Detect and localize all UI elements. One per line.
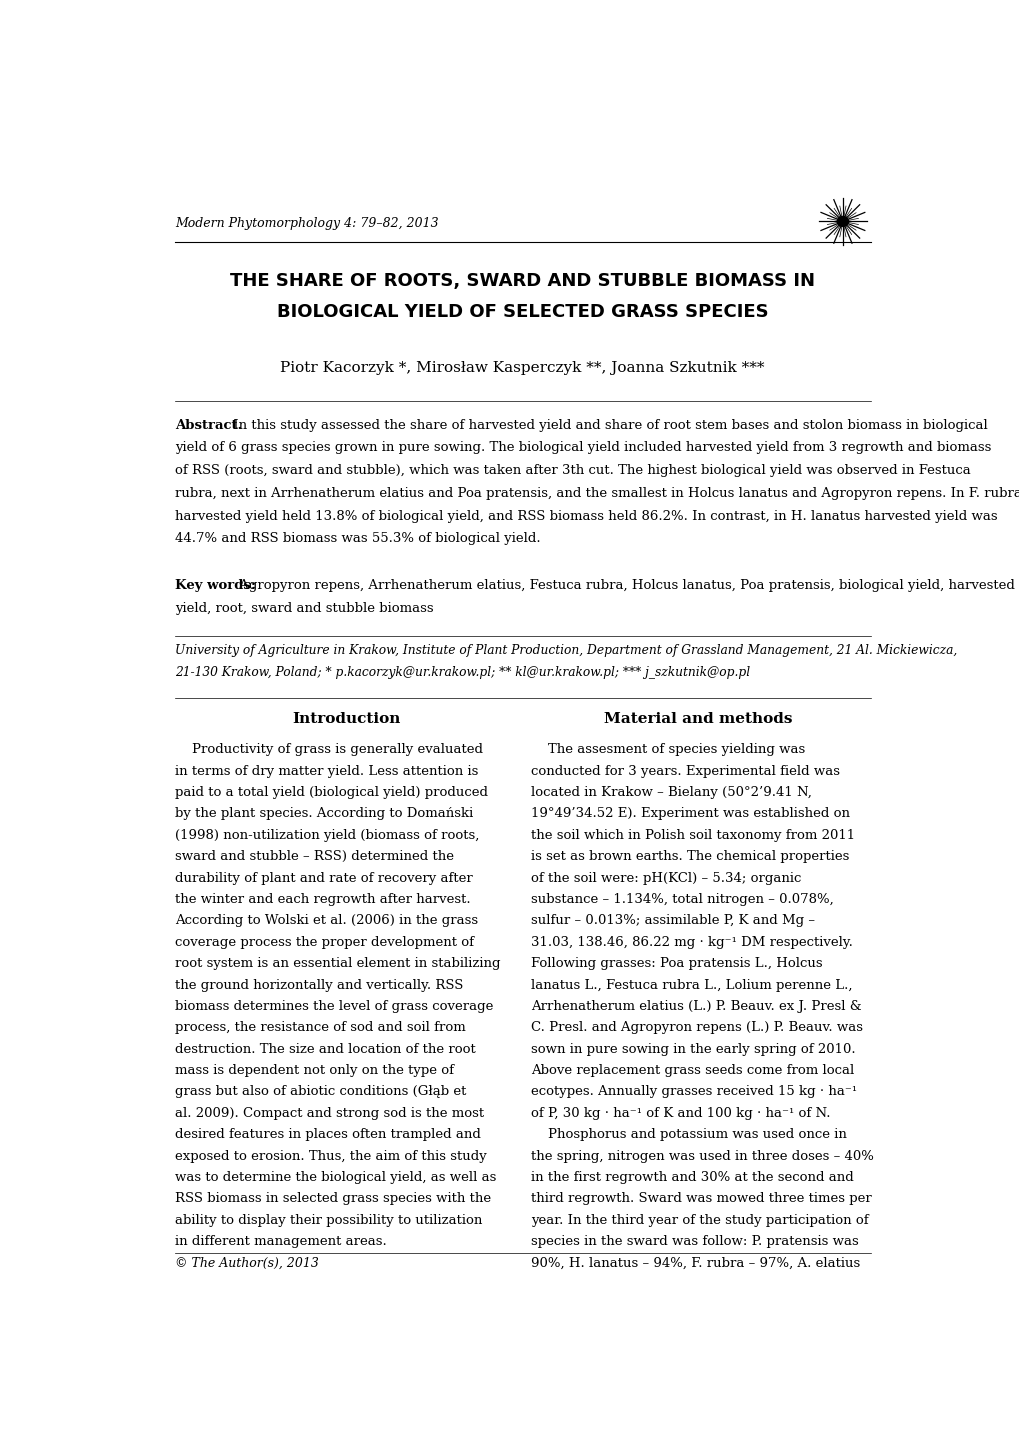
Text: in terms of dry matter yield. Less attention is: in terms of dry matter yield. Less atten… (175, 764, 478, 777)
Text: The assesment of species yielding was: The assesment of species yielding was (530, 744, 804, 757)
Text: According to Wolski et al. (2006) in the grass: According to Wolski et al. (2006) in the… (175, 914, 478, 927)
Text: biomass determines the level of grass coverage: biomass determines the level of grass co… (175, 1000, 493, 1013)
Text: sward and stubble – RSS) determined the: sward and stubble – RSS) determined the (175, 850, 453, 863)
Text: coverage process the proper development of: coverage process the proper development … (175, 935, 474, 948)
Text: destruction. The size and location of the root: destruction. The size and location of th… (175, 1043, 475, 1056)
Text: In this study assessed the share of harvested yield and share of root stem bases: In this study assessed the share of harv… (228, 419, 986, 432)
Text: in the first regrowth and 30% at the second and: in the first regrowth and 30% at the sec… (530, 1171, 853, 1184)
Text: of P, 30 kg · ha⁻¹ of K and 100 kg · ha⁻¹ of N.: of P, 30 kg · ha⁻¹ of K and 100 kg · ha⁻… (530, 1107, 829, 1120)
Text: 31.03, 138.46, 86.22 mg · kg⁻¹ DM respectively.: 31.03, 138.46, 86.22 mg · kg⁻¹ DM respec… (530, 935, 852, 948)
Text: al. 2009). Compact and strong sod is the most: al. 2009). Compact and strong sod is the… (175, 1107, 484, 1120)
Text: Piotr Kacorzyk *, Mirosław Kasperczyk **, Joanna Szkutnik ***: Piotr Kacorzyk *, Mirosław Kasperczyk **… (280, 361, 764, 376)
Text: durability of plant and rate of recovery after: durability of plant and rate of recovery… (175, 872, 472, 885)
Text: C. Presl. and Agropyron repens (L.) P. Beauv. was: C. Presl. and Agropyron repens (L.) P. B… (530, 1022, 862, 1035)
Text: third regrowth. Sward was mowed three times per: third regrowth. Sward was mowed three ti… (530, 1193, 870, 1206)
Text: located in Krakow – Bielany (50°2’9.41 N,: located in Krakow – Bielany (50°2’9.41 N… (530, 786, 811, 799)
Text: of the soil were: pH(KCl) – 5.34; organic: of the soil were: pH(KCl) – 5.34; organi… (530, 872, 800, 885)
Text: the spring, nitrogen was used in three doses – 40%: the spring, nitrogen was used in three d… (530, 1150, 872, 1163)
Text: lanatus L., Festuca rubra L., Lolium perenne L.,: lanatus L., Festuca rubra L., Lolium per… (530, 979, 851, 991)
Text: is set as brown earths. The chemical properties: is set as brown earths. The chemical pro… (530, 850, 848, 863)
Text: 90%, H. lanatus – 94%, F. rubra – 97%, A. elatius: 90%, H. lanatus – 94%, F. rubra – 97%, A… (530, 1256, 859, 1269)
Text: Introduction: Introduction (292, 712, 400, 727)
Text: the ground horizontally and vertically. RSS: the ground horizontally and vertically. … (175, 979, 463, 991)
Text: Key words:: Key words: (175, 580, 256, 593)
Text: rubra, next in Arrhenatherum elatius and Poa pratensis, and the smallest in Holc: rubra, next in Arrhenatherum elatius and… (175, 486, 1019, 499)
Text: substance – 1.134%, total nitrogen – 0.078%,: substance – 1.134%, total nitrogen – 0.0… (530, 894, 833, 907)
Text: of RSS (roots, sward and stubble), which was taken after 3th cut. The highest bi: of RSS (roots, sward and stubble), which… (175, 465, 970, 478)
Text: was to determine the biological yield, as well as: was to determine the biological yield, a… (175, 1171, 496, 1184)
Text: the soil which in Polish soil taxonomy from 2011: the soil which in Polish soil taxonomy f… (530, 829, 854, 842)
Ellipse shape (837, 216, 848, 226)
Text: Agropyron repens, Arrhenatherum elatius, Festuca rubra, Holcus lanatus, Poa prat: Agropyron repens, Arrhenatherum elatius,… (234, 580, 1014, 593)
Text: Following grasses: Poa pratensis L., Holcus: Following grasses: Poa pratensis L., Hol… (530, 957, 821, 970)
Text: Productivity of grass is generally evaluated: Productivity of grass is generally evalu… (175, 744, 482, 757)
Text: Material and methods: Material and methods (604, 712, 792, 727)
Text: Phosphorus and potassium was used once in: Phosphorus and potassium was used once i… (530, 1128, 846, 1141)
Text: 21-130 Krakow, Poland; * p.kacorzyk@ur.krakow.pl; ** kl@ur.krakow.pl; *** j_szku: 21-130 Krakow, Poland; * p.kacorzyk@ur.k… (175, 666, 749, 679)
Text: ability to display their possibility to utilization: ability to display their possibility to … (175, 1213, 482, 1227)
Text: exposed to erosion. Thus, the aim of this study: exposed to erosion. Thus, the aim of thi… (175, 1150, 486, 1163)
Text: in different management areas.: in different management areas. (175, 1235, 386, 1248)
Text: harvested yield held 13.8% of biological yield, and RSS biomass held 86.2%. In c: harvested yield held 13.8% of biological… (175, 509, 997, 522)
Text: Above replacement grass seeds come from local: Above replacement grass seeds come from … (530, 1063, 853, 1076)
Text: yield of 6 grass species grown in pure sowing. The biological yield included har: yield of 6 grass species grown in pure s… (175, 442, 990, 455)
Text: desired features in places often trampled and: desired features in places often trample… (175, 1128, 480, 1141)
Text: yield, root, sward and stubble biomass: yield, root, sward and stubble biomass (175, 602, 433, 614)
Text: BIOLOGICAL YIELD OF SELECTED GRASS SPECIES: BIOLOGICAL YIELD OF SELECTED GRASS SPECI… (277, 304, 767, 321)
Text: species in the sward was follow: P. pratensis was: species in the sward was follow: P. prat… (530, 1235, 858, 1248)
Text: THE SHARE OF ROOTS, SWARD AND STUBBLE BIOMASS IN: THE SHARE OF ROOTS, SWARD AND STUBBLE BI… (230, 272, 814, 291)
Text: RSS biomass in selected grass species with the: RSS biomass in selected grass species wi… (175, 1193, 490, 1206)
Text: conducted for 3 years. Experimental field was: conducted for 3 years. Experimental fiel… (530, 764, 839, 777)
Text: process, the resistance of sod and soil from: process, the resistance of sod and soil … (175, 1022, 466, 1035)
Text: by the plant species. According to Domański: by the plant species. According to Domań… (175, 807, 473, 820)
Text: © The Author(s), 2013: © The Author(s), 2013 (175, 1256, 319, 1269)
Text: grass but also of abiotic conditions (Głąb et: grass but also of abiotic conditions (Gł… (175, 1085, 466, 1098)
Text: year. In the third year of the study participation of: year. In the third year of the study par… (530, 1213, 867, 1227)
Text: Modern Phytomorphology 4: 79–82, 2013: Modern Phytomorphology 4: 79–82, 2013 (175, 217, 438, 230)
Text: University of Agriculture in Krakow, Institute of Plant Production, Department o: University of Agriculture in Krakow, Ins… (175, 643, 956, 656)
Text: ecotypes. Annually grasses received 15 kg · ha⁻¹: ecotypes. Annually grasses received 15 k… (530, 1085, 856, 1098)
Text: sulfur – 0.013%; assimilable P, K and Mg –: sulfur – 0.013%; assimilable P, K and Mg… (530, 914, 814, 927)
Text: Abstract.: Abstract. (175, 419, 242, 432)
Text: sown in pure sowing in the early spring of 2010.: sown in pure sowing in the early spring … (530, 1043, 855, 1056)
Text: the winter and each regrowth after harvest.: the winter and each regrowth after harve… (175, 894, 470, 907)
Text: 44.7% and RSS biomass was 55.3% of biological yield.: 44.7% and RSS biomass was 55.3% of biolo… (175, 532, 540, 545)
Text: (1998) non-utilization yield (biomass of roots,: (1998) non-utilization yield (biomass of… (175, 829, 479, 842)
Text: paid to a total yield (biological yield) produced: paid to a total yield (biological yield)… (175, 786, 487, 799)
Text: root system is an essential element in stabilizing: root system is an essential element in s… (175, 957, 500, 970)
Text: mass is dependent not only on the type of: mass is dependent not only on the type o… (175, 1063, 453, 1076)
Text: 19°49’34.52 E). Experiment was established on: 19°49’34.52 E). Experiment was establish… (530, 807, 849, 820)
Text: Arrhenatherum elatius (L.) P. Beauv. ex J. Presl &: Arrhenatherum elatius (L.) P. Beauv. ex … (530, 1000, 860, 1013)
